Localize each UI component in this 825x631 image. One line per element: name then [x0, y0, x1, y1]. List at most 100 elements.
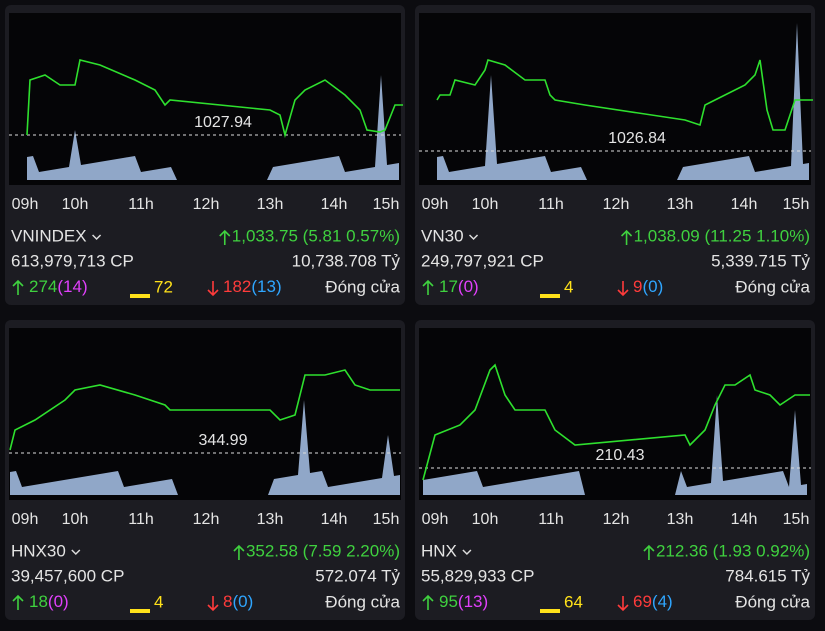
- up-arrow: [12, 594, 24, 610]
- floor-count: (4): [652, 592, 673, 611]
- time-label: 15h: [783, 511, 810, 528]
- flat-bar: [540, 609, 560, 613]
- time-label: 15h: [783, 196, 810, 213]
- index-change: 1,033.75 (5.81 0.57%): [232, 226, 400, 245]
- time-label: 09h: [12, 196, 39, 213]
- decliners: 69(4): [633, 592, 673, 611]
- time-label: 14h: [731, 196, 758, 213]
- flat-count: 64: [564, 592, 583, 611]
- advancers: 95(13): [439, 592, 488, 611]
- advancers: 18(0): [29, 592, 69, 611]
- time-label: 15h: [373, 511, 400, 528]
- time-label: 13h: [667, 196, 694, 213]
- time-label: 14h: [321, 511, 348, 528]
- flat-bar: [540, 294, 560, 298]
- price-line: [436, 59, 813, 131]
- price-line: [26, 59, 403, 139]
- time-label: 13h: [667, 511, 694, 528]
- up-count: 274: [29, 277, 57, 296]
- flat-bar: [130, 294, 150, 298]
- flat-count: 72: [154, 277, 173, 296]
- time-label: 10h: [62, 196, 89, 213]
- time-label: 14h: [731, 511, 758, 528]
- ceiling-count: (13): [458, 592, 488, 611]
- volume-area: [27, 75, 399, 180]
- market-status: Đóng cửa: [325, 592, 400, 611]
- floor-count: (0): [232, 592, 253, 611]
- advancers: 274(14): [29, 277, 88, 296]
- down-arrow: [617, 281, 629, 297]
- index-panel: 210.43 09h 10h 11h 12h 13h 14h 15h HNX 212.36 (1.…: [415, 320, 815, 620]
- index-panel: 1026.84 09h 10h 11h 12h 13h 14h 15h VN30 1,038.09…: [415, 5, 815, 305]
- time-label: 12h: [603, 511, 630, 528]
- index-panel: 344.99 09h 10h 11h 12h 13h 14h 15h HNX30 352.58 (…: [5, 320, 405, 620]
- value: 10,738.708 Tỷ: [292, 251, 401, 270]
- up-arrow: [233, 544, 245, 560]
- time-label: 10h: [62, 511, 89, 528]
- chart-area: [419, 13, 811, 185]
- time-label: 10h: [472, 196, 499, 213]
- up-arrow: [422, 279, 434, 295]
- up-arrow: [12, 279, 24, 295]
- floor-count: (0): [642, 277, 663, 296]
- up-count: 18: [29, 592, 48, 611]
- time-label: 09h: [422, 196, 449, 213]
- up-arrow: [620, 229, 633, 245]
- time-label: 11h: [128, 511, 154, 528]
- time-label: 11h: [538, 196, 564, 213]
- down-count: 182: [223, 277, 251, 296]
- up-count: 17: [439, 277, 458, 296]
- reference-label: 344.99: [199, 432, 248, 449]
- dropdown-chevron: [469, 234, 479, 241]
- time-label: 11h: [538, 511, 564, 528]
- time-label: 13h: [257, 511, 284, 528]
- value: 5,339.715 Tỷ: [711, 251, 810, 270]
- down-arrow: [207, 596, 219, 612]
- index-name: HNX: [421, 541, 457, 560]
- time-label: 12h: [193, 511, 220, 528]
- down-count: 69: [633, 592, 652, 611]
- ceiling-count: (0): [48, 592, 69, 611]
- flat-count: 4: [564, 277, 573, 296]
- time-label: 14h: [321, 196, 348, 213]
- volume: 55,829,933 CP: [421, 566, 534, 585]
- volume: 39,457,600 CP: [11, 566, 124, 585]
- index-change: 212.36 (1.93 0.92%): [656, 541, 810, 560]
- time-label: 10h: [472, 511, 499, 528]
- down-arrow: [617, 596, 629, 612]
- ceiling-count: (0): [458, 277, 479, 296]
- up-arrow: [422, 594, 434, 610]
- value: 784.615 Tỷ: [725, 566, 810, 585]
- up-arrow: [643, 544, 655, 560]
- down-count: 8: [223, 592, 232, 611]
- market-status: Đóng cửa: [325, 277, 400, 296]
- decliners: 8(0): [223, 592, 253, 611]
- volume-area: [423, 395, 807, 495]
- chart-area: [419, 328, 811, 500]
- time-label: 11h: [128, 196, 154, 213]
- down-count: 9: [633, 277, 642, 296]
- index-change: 352.58 (7.59 2.20%): [246, 541, 400, 560]
- index-name: VN30: [421, 226, 464, 245]
- index-change: 1,038.09 (11.25 1.10%): [634, 226, 810, 245]
- index-name: VNINDEX: [11, 226, 87, 245]
- volume: 613,979,713 CP: [11, 251, 134, 270]
- decliners: 9(0): [633, 277, 663, 296]
- time-label: 09h: [12, 511, 39, 528]
- time-label: 09h: [422, 511, 449, 528]
- dropdown-chevron: [71, 549, 81, 556]
- floor-count: (13): [251, 277, 281, 296]
- time-label: 15h: [373, 196, 400, 213]
- dropdown-chevron: [92, 234, 102, 241]
- volume: 249,797,921 CP: [421, 251, 544, 270]
- flat-count: 4: [154, 592, 163, 611]
- price-line: [422, 363, 810, 481]
- value: 572.074 Tỷ: [315, 566, 400, 585]
- volume-area: [10, 400, 400, 495]
- decliners: 182(13): [223, 277, 282, 296]
- reference-label: 210.43: [596, 447, 645, 464]
- time-label: 13h: [257, 196, 284, 213]
- time-label: 12h: [603, 196, 630, 213]
- up-count: 95: [439, 592, 458, 611]
